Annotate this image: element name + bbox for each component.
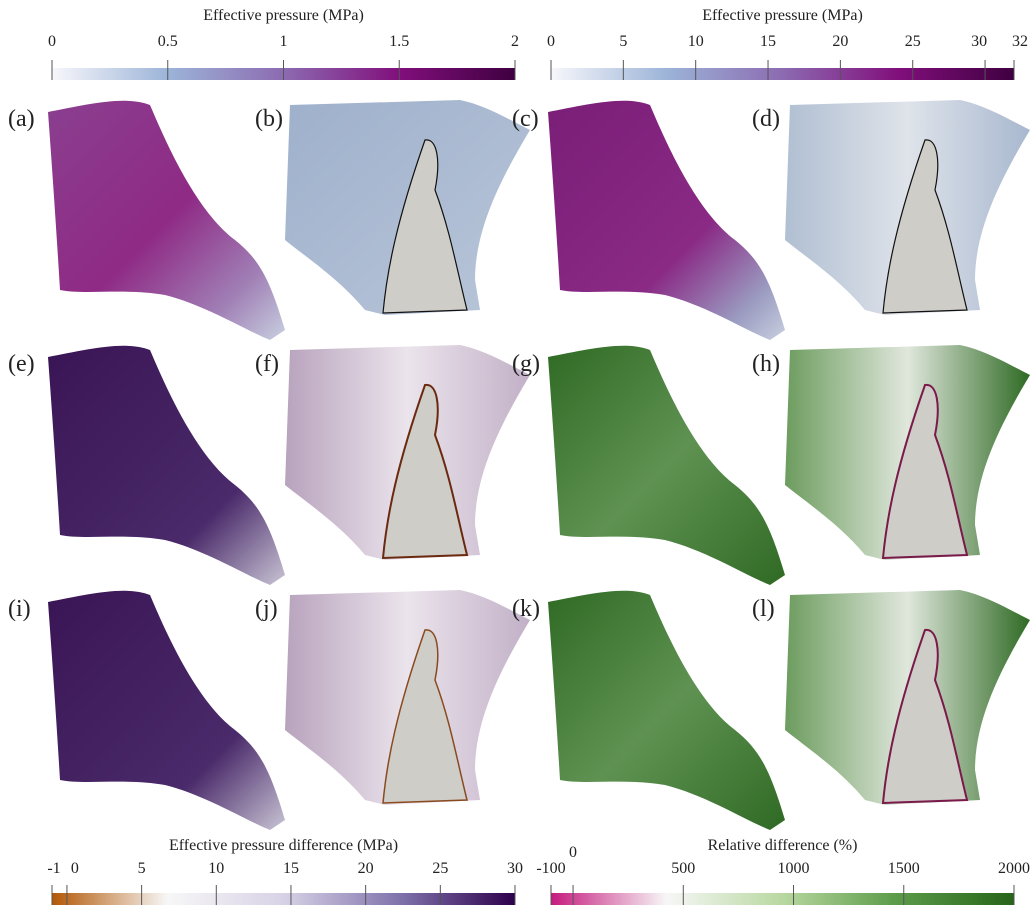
colorbar-tick-label: 2000 bbox=[998, 860, 1030, 877]
colorbar-tick-label: 0 bbox=[71, 860, 79, 877]
colorbar-tick-label: 1500 bbox=[888, 860, 920, 877]
colorbar-tick-label: 30 bbox=[507, 860, 523, 877]
panel-label: (h) bbox=[752, 351, 780, 377]
colorbar-title: Relative difference (%) bbox=[708, 837, 858, 854]
colorbar-tick-label: 20 bbox=[832, 33, 848, 50]
colorbar bbox=[52, 893, 515, 905]
colorbar-tick-label: 2 bbox=[511, 33, 519, 50]
colorbar-tick-label: -100 bbox=[536, 860, 565, 877]
colorbar-tick-label: 5 bbox=[619, 33, 627, 50]
map-shape bbox=[548, 101, 785, 340]
colorbar-tick-label: -1 bbox=[47, 860, 60, 877]
map-shape bbox=[48, 346, 285, 585]
colorbar-tick-label: 0 bbox=[569, 844, 577, 861]
colorbar-title: Effective pressure difference (MPa) bbox=[169, 837, 398, 854]
panel-label: (l) bbox=[752, 596, 775, 622]
panel-maps bbox=[48, 100, 1030, 830]
panel-label: (c) bbox=[512, 106, 539, 132]
map-shape bbox=[48, 591, 285, 830]
colorbar-tick-label: 15 bbox=[760, 33, 776, 50]
colorbar-tick-label: 25 bbox=[905, 33, 921, 50]
colorbar bbox=[551, 68, 1014, 80]
panel-label: (k) bbox=[512, 596, 540, 622]
colorbar-tick-label: 32 bbox=[1012, 33, 1028, 50]
body: Effective pressure (MPa) 0 0.5 1 1.5 2 Effecti… bbox=[0, 0, 1033, 906]
colorbar-tick-label: 500 bbox=[671, 860, 695, 877]
panel-label: (a) bbox=[8, 106, 35, 132]
panel-label: (f) bbox=[255, 351, 279, 377]
colorbar-tick-label: 1.5 bbox=[389, 33, 409, 50]
colorbar-tick-label: 15 bbox=[283, 860, 299, 877]
map-shape bbox=[548, 346, 785, 585]
map-shape bbox=[48, 101, 285, 340]
panel-label: (b) bbox=[255, 106, 283, 132]
colorbar-tick-label: 30 bbox=[971, 33, 987, 50]
colorbar-tick-label: 1 bbox=[280, 33, 288, 50]
figure: Effective pressure (MPa) 0 0.5 1 1.5 2 Effecti… bbox=[0, 0, 1033, 906]
panel-label: (i) bbox=[8, 596, 31, 622]
colorbar-tick-label: 20 bbox=[358, 860, 374, 877]
colorbar bbox=[551, 893, 1014, 905]
panel-label: (e) bbox=[8, 351, 35, 377]
panel-label: (g) bbox=[512, 351, 540, 377]
colorbar-tick-label: 0 bbox=[48, 33, 56, 50]
colorbar-tick-label: 10 bbox=[688, 33, 704, 50]
colorbar-title: Effective pressure (MPa) bbox=[203, 7, 364, 24]
page: {"colorbars": [ {"title": "Effective pre… bbox=[0, 0, 1033, 906]
colorbar-title: Effective pressure (MPa) bbox=[702, 7, 863, 24]
map-shape bbox=[548, 591, 785, 830]
colorbar-tick-label: 25 bbox=[432, 860, 448, 877]
panel-label: (j) bbox=[255, 596, 278, 622]
colorbar-tick-label: 0 bbox=[547, 33, 555, 50]
colorbar-tick-label: 10 bbox=[208, 860, 224, 877]
panel-label: (d) bbox=[752, 106, 780, 132]
colorbar-tick-label: 1000 bbox=[778, 860, 810, 877]
colorbar-tick-label: 0.5 bbox=[158, 33, 178, 50]
colorbar-tick-label: 5 bbox=[138, 860, 146, 877]
